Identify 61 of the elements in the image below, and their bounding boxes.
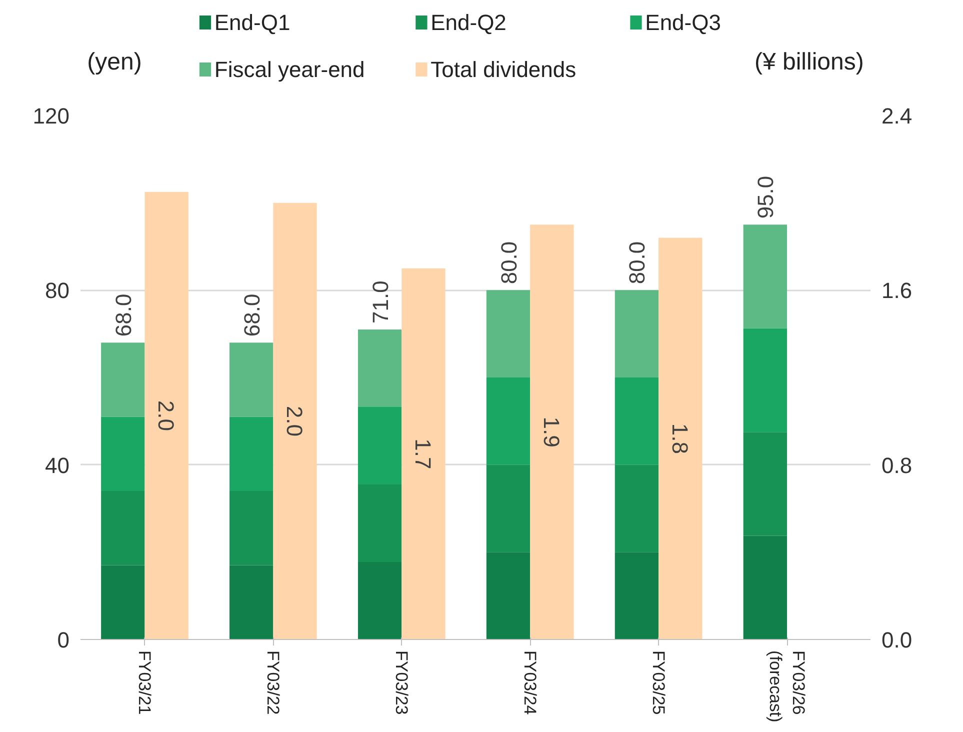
- y-tick-label: 0: [57, 628, 70, 652]
- bar: [614, 552, 659, 640]
- bar: [486, 552, 530, 640]
- bar: [101, 342, 145, 417]
- y-tick-label: 40: [45, 452, 70, 478]
- x-tick-label: FY03/22: [264, 650, 283, 715]
- total-label: 68.0: [110, 294, 136, 337]
- bar: [743, 432, 788, 536]
- x-tick-label: FY03/25: [649, 650, 668, 715]
- x-tick-label: FY03/26 (forecast): [766, 650, 808, 722]
- bar: [230, 416, 274, 492]
- bar: [273, 202, 317, 640]
- bar: [358, 484, 402, 562]
- data-label: 1.7: [410, 438, 436, 470]
- bar: [743, 328, 788, 432]
- bar: [230, 491, 274, 566]
- legend-label: End-Q1: [214, 10, 290, 35]
- x-tick-label: FY03/23: [392, 650, 412, 715]
- y2-axis-title: (¥ billions): [754, 48, 864, 76]
- bar: [101, 491, 145, 566]
- legend-label: End-Q2: [430, 10, 506, 35]
- total-label: 80.0: [496, 241, 522, 284]
- bar: [658, 238, 702, 640]
- y2-tick-label: 0.0: [882, 628, 912, 652]
- bar: [486, 290, 530, 378]
- legend-label: End-Q3: [645, 10, 721, 35]
- bar: [614, 464, 659, 552]
- bar: [358, 406, 402, 484]
- y-tick-label: 80: [45, 278, 70, 304]
- total-label: 80.0: [624, 241, 650, 284]
- data-label: 2.0: [282, 406, 308, 436]
- bar: [486, 378, 530, 465]
- total-label: 71.0: [368, 280, 393, 324]
- y2-tick-label: 0.8: [882, 452, 912, 478]
- bar: [743, 536, 788, 640]
- bar: [743, 224, 788, 328]
- bar: [358, 329, 402, 407]
- data-label: 2.0: [154, 400, 179, 432]
- bar: [358, 562, 402, 640]
- bar: [230, 342, 274, 417]
- bar: [486, 464, 530, 552]
- bar: [144, 192, 188, 640]
- y2-tick-label: 2.4: [882, 104, 912, 128]
- data-label: 1.9: [538, 416, 564, 448]
- x-tick-label: FY03/21: [135, 650, 154, 715]
- bar: [402, 268, 446, 640]
- total-label: 68.0: [239, 294, 264, 337]
- y-axis-title: (yen): [87, 48, 142, 76]
- bar: [614, 290, 659, 378]
- total-label: 95.0: [753, 176, 778, 219]
- legend-label: Total dividends: [430, 57, 576, 82]
- y2-tick-label: 1.6: [882, 278, 912, 304]
- data-label: 1.8: [667, 423, 692, 454]
- bar: [230, 565, 274, 640]
- legend-label: Fiscal year-end: [214, 57, 365, 82]
- bar: [101, 565, 145, 640]
- y-tick-label: 120: [32, 104, 70, 128]
- bar: [614, 378, 659, 465]
- x-tick-label: FY03/24: [520, 650, 540, 715]
- bar: [530, 224, 574, 640]
- bar: [101, 416, 145, 492]
